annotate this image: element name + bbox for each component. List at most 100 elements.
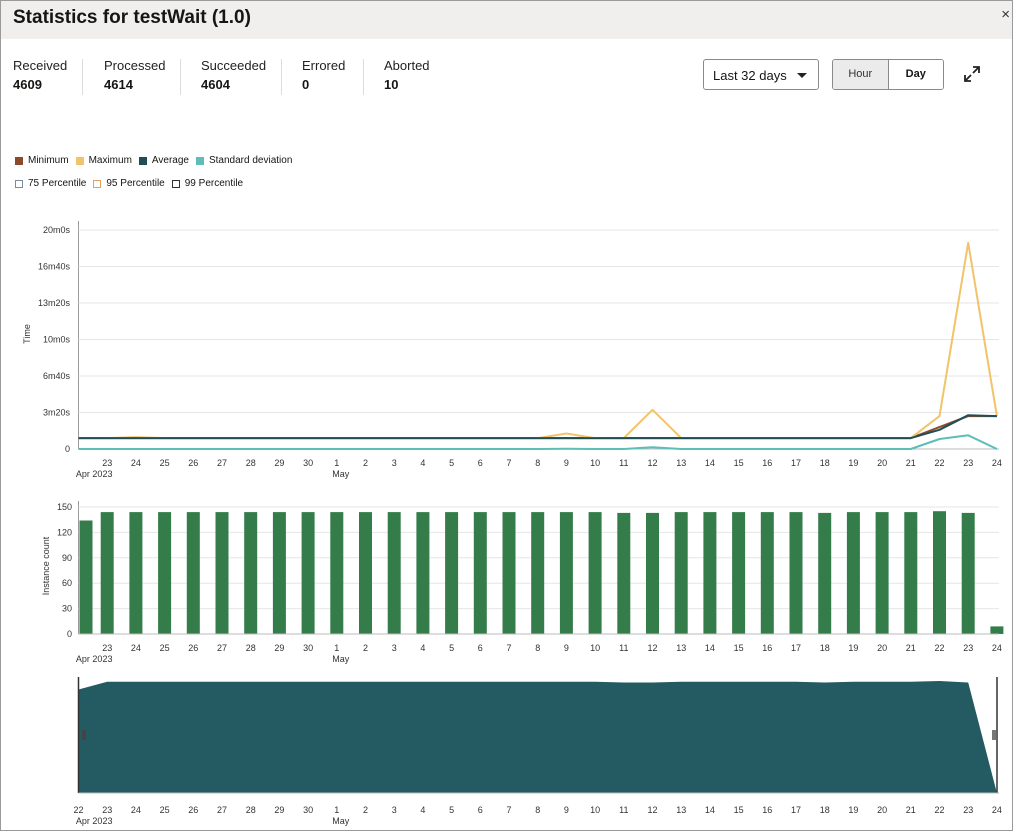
overview-x-tick-label: 19 <box>848 805 858 815</box>
bar-chart-x-tick-label: 11 <box>619 643 628 653</box>
bar <box>359 512 372 634</box>
legend-item-maximum[interactable]: Maximum <box>75 155 132 166</box>
stat-value: 4604 <box>201 77 230 92</box>
line-chart-x-tick-label: 30 <box>303 458 313 468</box>
line-chart-x-tick-label: 18 <box>820 458 830 468</box>
bar <box>703 512 717 634</box>
bar <box>588 512 602 634</box>
overview-x-tick-label: 26 <box>188 805 198 815</box>
overview-x-tick-label: 15 <box>734 805 744 815</box>
line-chart-x-tick-label: 1 <box>334 458 339 468</box>
overview-x-tick-label: 29 <box>274 805 284 815</box>
legend-item-p99[interactable]: 99 Percentile <box>171 178 243 189</box>
line-chart-x-tick-label: 3 <box>392 458 397 468</box>
bar <box>789 512 803 634</box>
bar <box>79 520 93 634</box>
legend-item-p75[interactable]: 75 Percentile <box>15 178 86 189</box>
bar-chart-x-tick-label: 12 <box>647 643 657 653</box>
bar <box>732 512 746 634</box>
overview-x-tick-label: 23 <box>963 805 973 815</box>
bar-chart-x-group-label: Apr 2023 <box>76 654 113 664</box>
bar-chart-y-tick-label: 120 <box>57 527 72 537</box>
range-handle-left[interactable] <box>82 730 86 740</box>
line-chart-x-tick-label: 13 <box>676 458 686 468</box>
line-chart-y-tick-label: 20m0s <box>43 225 71 235</box>
overview-x-tick-label: 27 <box>217 805 227 815</box>
bar <box>473 512 487 634</box>
overview-x-tick-label: 10 <box>590 805 600 815</box>
overview-x-tick-label: 21 <box>906 805 916 815</box>
bar <box>244 512 258 634</box>
legend-label: 75 Percentile <box>28 178 87 189</box>
bar <box>646 512 659 634</box>
bar <box>502 512 516 634</box>
chevron-down-icon <box>797 73 807 78</box>
legend-swatch <box>195 156 204 165</box>
line-chart-y-axis-title: Time <box>22 324 32 344</box>
expand-icon[interactable] <box>963 65 981 83</box>
bar-chart-x-tick-label: 14 <box>705 643 715 653</box>
bar-chart-x-tick-label: 2 <box>363 643 368 653</box>
time-range-select[interactable]: Last 32 days <box>703 59 819 90</box>
legend-swatch <box>171 179 180 188</box>
series-line-average <box>78 414 997 440</box>
bar-chart-y-tick-label: 30 <box>62 604 72 614</box>
line-chart-x-tick-label: 10 <box>590 458 600 468</box>
bar <box>904 512 918 634</box>
bar-chart-x-tick-label: 16 <box>762 643 772 653</box>
bar-chart-x-tick-label: 26 <box>188 643 198 653</box>
day-button[interactable]: Day <box>888 60 943 89</box>
bar <box>760 512 774 634</box>
legend-row-1: Minimum Maximum Average Standard deviati… <box>15 155 299 166</box>
line-chart-x-tick-label: 24 <box>992 458 1002 468</box>
bar-chart-x-tick-label: 21 <box>906 643 916 653</box>
overview-x-tick-label: 22 <box>73 805 83 815</box>
overview-x-tick-label: 20 <box>877 805 887 815</box>
overview-x-tick-label: 9 <box>564 805 569 815</box>
overview-x-tick-label: 8 <box>535 805 540 815</box>
stat-succeeded: Succeeded 4604 <box>201 58 266 92</box>
legend-item-minimum[interactable]: Minimum <box>15 155 69 166</box>
line-chart-x-tick-label: 21 <box>906 458 916 468</box>
bar <box>617 512 631 634</box>
bar <box>674 512 688 634</box>
line-chart-x-tick-label: 28 <box>246 458 256 468</box>
close-icon[interactable]: × <box>1001 6 1010 23</box>
stat-value: 0 <box>302 77 310 92</box>
bar-chart-x-tick-label: 27 <box>217 643 227 653</box>
bar-chart-x-tick-label: 4 <box>420 643 425 653</box>
line-chart-x-tick-label: 23 <box>102 458 112 468</box>
divider <box>281 59 282 95</box>
legend-swatch <box>15 156 23 165</box>
bar-chart-y-axis-title: Instance count <box>41 536 51 595</box>
bar-chart-x-tick-label: 6 <box>478 643 483 653</box>
legend-swatch <box>15 179 23 188</box>
range-handle-right[interactable] <box>992 730 996 740</box>
bar-chart-x-tick-label: 3 <box>392 643 397 653</box>
line-chart-x-tick-label: 6 <box>478 458 483 468</box>
overview-x-tick-label: 14 <box>705 805 715 815</box>
legend-label: Minimum <box>28 155 69 166</box>
line-chart-x-group-label: May <box>332 469 350 479</box>
legend-label: Standard deviation <box>208 155 293 166</box>
bar-chart-x-tick-label: 23 <box>963 643 973 653</box>
legend-item-std-dev[interactable]: Standard deviation <box>195 155 293 166</box>
overview-x-group-label: Apr 2023 <box>76 816 113 826</box>
bar-chart-x-tick-label: 28 <box>246 643 256 653</box>
legend-item-average[interactable]: Average <box>138 155 189 166</box>
line-chart-x-tick-label: 29 <box>274 458 284 468</box>
legend-item-p95[interactable]: 95 Percentile <box>93 178 165 189</box>
bar-chart-x-tick-label: 9 <box>564 643 569 653</box>
line-chart-y-tick-label: 0 <box>65 444 70 454</box>
bar <box>990 626 1004 634</box>
bar <box>875 512 889 634</box>
overview-x-tick-label: 11 <box>619 805 628 815</box>
divider <box>363 59 364 95</box>
hour-button[interactable]: Hour <box>833 60 889 89</box>
bar <box>186 512 200 634</box>
bar-chart-x-tick-label: 24 <box>992 643 1002 653</box>
line-chart-x-tick-label: 19 <box>848 458 858 468</box>
line-chart-x-tick-label: 4 <box>420 458 425 468</box>
stat-label: Received <box>13 58 68 73</box>
